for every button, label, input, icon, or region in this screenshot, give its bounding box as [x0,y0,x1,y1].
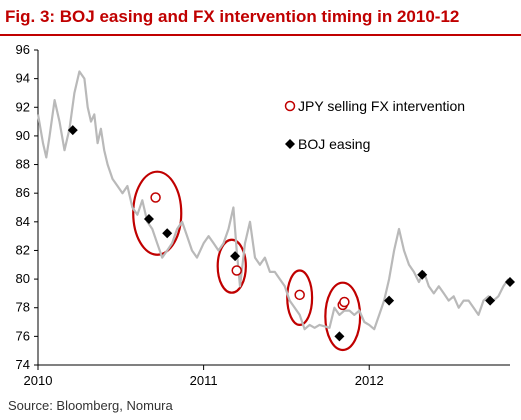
intervention-episode-ellipse [324,281,362,352]
legend-easing-symbol [285,139,295,149]
y-tick-label: 96 [16,42,30,57]
x-tick-label: 2010 [24,373,53,388]
y-tick-label: 86 [16,185,30,200]
y-tick-label: 76 [16,328,30,343]
y-tick-label: 90 [16,128,30,143]
chart-canvas: 74 76 78 80 82 84 86 88 90 92 94 96 2010 2011 2012 JPY… [16,42,515,388]
legend-intervention-label: JPY selling FX intervention [298,98,465,114]
x-tick-label: 2012 [355,373,384,388]
legend: JPY selling FX intervention BOJ easing [284,98,465,152]
intervention-episode-ellipse [132,170,183,256]
y-tick-label: 84 [16,214,30,229]
intervention-episode-ellipse [216,238,247,294]
title-rule [0,34,521,36]
chart-title: Fig. 3: BOJ easing and FX intervention t… [5,7,460,26]
source-note: Source: Bloomberg, Nomura [8,398,173,413]
y-tick-label: 80 [16,271,30,286]
chart-markers [67,125,515,342]
boj-easing-marker [334,331,345,342]
y-tick-label: 94 [16,71,30,86]
usdjpy-line [36,70,510,331]
intervention-marker [339,296,350,308]
y-tick-label: 74 [16,357,30,372]
legend-intervention-symbol [284,100,296,112]
boj-easing-marker [162,228,173,239]
chart-axes: 74 76 78 80 82 84 86 88 90 92 94 96 2010 2011 2012 [16,42,510,388]
intervention-marker [294,289,305,301]
intervention-episode-ellipse [286,269,314,327]
chart-series [36,70,510,331]
y-tick-label: 88 [16,157,30,172]
y-tick-label: 82 [16,242,30,257]
boj-easing-marker [230,251,241,262]
x-tick-label: 2011 [190,373,218,388]
title-bar: Fig. 3: BOJ easing and FX intervention t… [0,0,521,36]
y-tick-label: 92 [16,99,30,114]
boj-easing-marker [384,295,395,306]
boj-easing-marker [505,276,515,287]
boj-easing-marker [143,213,154,224]
boj-easing-marker [67,125,78,136]
boj-easing-marker [485,295,496,306]
legend-easing-label: BOJ easing [298,136,370,152]
y-tick-label: 78 [16,300,30,315]
intervention-marker [150,192,161,203]
boj-easing-marker [417,269,428,280]
intervention-marker [231,265,242,276]
intervention-ellipses [132,170,362,352]
